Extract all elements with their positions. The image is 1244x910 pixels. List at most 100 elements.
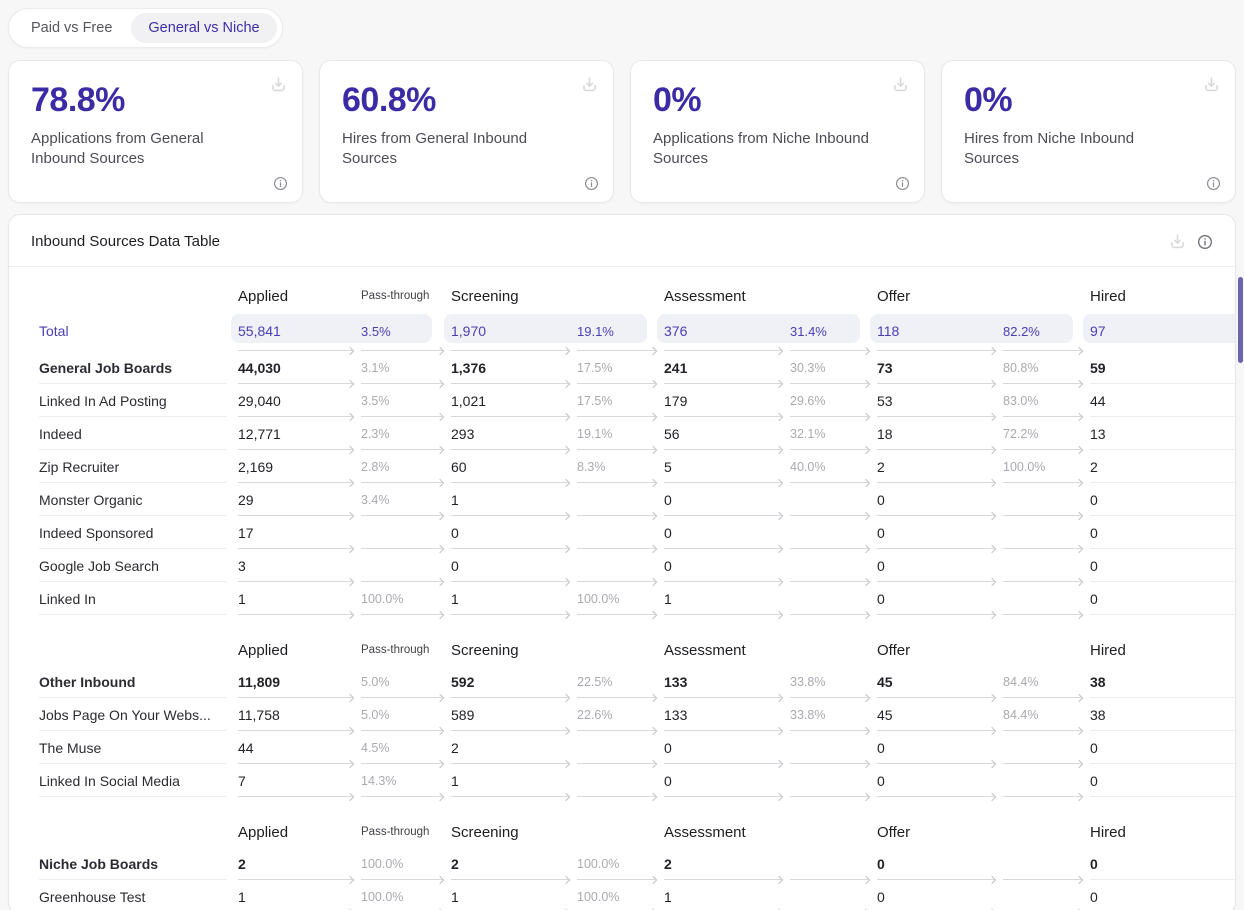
stage-arrow (1003, 581, 1081, 582)
column-header-hired: Hired (1090, 287, 1126, 305)
source-name-cell: Jobs Page On Your Webs... (39, 698, 238, 731)
pass-through-cell (577, 764, 664, 797)
row-underline (39, 763, 226, 764)
stage-arrow (361, 697, 442, 698)
pass-through-cell: 14.3% (361, 764, 451, 797)
kpi-value: 78.8% (31, 81, 125, 119)
pass-through-cell: 84.4% (1003, 665, 1090, 698)
value-cell: 0 (877, 764, 1003, 797)
row-underline (39, 581, 226, 582)
value-cell: 0 (1090, 888, 1098, 905)
total-label-cell: Total (39, 323, 69, 339)
download-icon[interactable] (891, 75, 910, 94)
pass-through-cell (1003, 880, 1090, 910)
stage-arrow (1003, 730, 1081, 731)
panel-header: Inbound Sources Data Table (9, 215, 1235, 267)
info-icon[interactable] (273, 176, 288, 191)
total-row: Total 55,841 3.5% 1,970 19.1% 376 31.4% 118 82.2… (39, 311, 1235, 351)
stage-arrow (238, 449, 352, 450)
kpi-label: Applications from Niche Inbound Sources (653, 130, 869, 168)
column-header-row: Applied Pass-through Screening Assessment Of… (39, 817, 1215, 847)
value-cell: 0 (1090, 731, 1235, 764)
value-cell: 0 (877, 731, 1003, 764)
value-cell: 2,169 (238, 450, 361, 483)
stage-arrow (877, 515, 994, 516)
pass-through-cell: 72.2% (1003, 417, 1090, 450)
row-underline (39, 515, 226, 516)
download-icon[interactable] (269, 75, 288, 94)
info-icon[interactable] (895, 176, 910, 191)
row-underline (1090, 763, 1235, 764)
pass-through-cell (790, 847, 877, 880)
stage-arrow (877, 763, 994, 764)
download-icon[interactable] (580, 75, 599, 94)
total-highlight-pill (870, 314, 1073, 343)
pass-through-cell: 3.5% (361, 311, 451, 351)
row-underline (1090, 548, 1235, 549)
pass-through-cell: 3.4% (361, 483, 451, 516)
stage-arrow (361, 416, 442, 417)
stage-arrow (361, 730, 442, 731)
value-cell: 0 (451, 516, 577, 549)
column-header-applied: Applied (238, 823, 289, 841)
stage-arrow (664, 614, 781, 615)
kpi-value: 0% (964, 81, 1013, 119)
row-underline (39, 697, 226, 698)
row-underline (1090, 614, 1235, 615)
column-header-row: Applied Pass-through Screening Assessment Of… (39, 635, 1215, 665)
stage-arrow (451, 515, 568, 516)
stage-arrow (664, 879, 781, 880)
download-icon[interactable] (1168, 232, 1187, 251)
stage-arrow (1003, 548, 1081, 549)
stage-arrow (238, 581, 352, 582)
panel-title: Inbound Sources Data Table (31, 233, 221, 250)
download-icon[interactable] (1202, 75, 1221, 94)
stage-arrow (238, 763, 352, 764)
stage-arrow (664, 697, 781, 698)
tab-general-vs-niche[interactable]: General vs Niche (131, 13, 277, 43)
stage-arrow (790, 581, 868, 582)
vertical-scrollbar-thumb[interactable] (1238, 277, 1243, 363)
tab-paid-vs-free[interactable]: Paid vs Free (31, 20, 113, 36)
stage-arrow (790, 730, 868, 731)
pass-through-cell (790, 483, 877, 516)
column-header-offer: Offer (877, 641, 911, 659)
column-header-assessment: Assessment (664, 641, 746, 659)
value-cell: 0 (877, 516, 1003, 549)
pass-through-cell: 19.1% (577, 311, 664, 351)
info-icon[interactable] (584, 176, 599, 191)
column-header-applied: Applied (238, 287, 289, 305)
stage-arrow (664, 383, 781, 384)
pass-through-cell (790, 731, 877, 764)
stage-arrow (361, 581, 442, 582)
table-row: Indeed 12,771 2.3% 293 19.1% 56 32.1% 18 72.2% 13 (39, 417, 1235, 450)
info-icon[interactable] (1206, 176, 1221, 191)
pass-through-cell: 22.5% (577, 665, 664, 698)
total-highlight-pill (231, 314, 432, 343)
stage-arrow (790, 449, 868, 450)
tab-toggle: Paid vs Free General vs Niche (8, 8, 283, 48)
row-underline (39, 383, 226, 384)
column-header-screening: Screening (451, 287, 519, 305)
stage-arrow (1003, 482, 1081, 483)
pass-through-cell: 17.5% (577, 351, 664, 384)
value-cell: 29,040 (238, 384, 361, 417)
value-cell: 60 (451, 450, 577, 483)
info-icon[interactable] (1197, 234, 1213, 250)
value-cell: 0 (877, 847, 1003, 880)
value-cell: 0 (1090, 549, 1235, 582)
value-cell: 1 (664, 888, 672, 905)
value-cell: 73 (877, 351, 1003, 384)
value-cell: 1 (451, 764, 577, 797)
source-name-cell: Niche Job Boards (39, 847, 238, 880)
value-cell: 2 (664, 847, 790, 880)
stage-arrow (451, 796, 568, 797)
stage-arrow (238, 548, 352, 549)
value-cell: 293 (451, 417, 577, 450)
value-cell: 0 (664, 516, 790, 549)
value-cell: 133 (664, 665, 790, 698)
stage-arrow (451, 614, 568, 615)
stage-arrow (1003, 796, 1081, 797)
row-underline (39, 614, 226, 615)
pass-through-cell: 80.8% (1003, 351, 1090, 384)
